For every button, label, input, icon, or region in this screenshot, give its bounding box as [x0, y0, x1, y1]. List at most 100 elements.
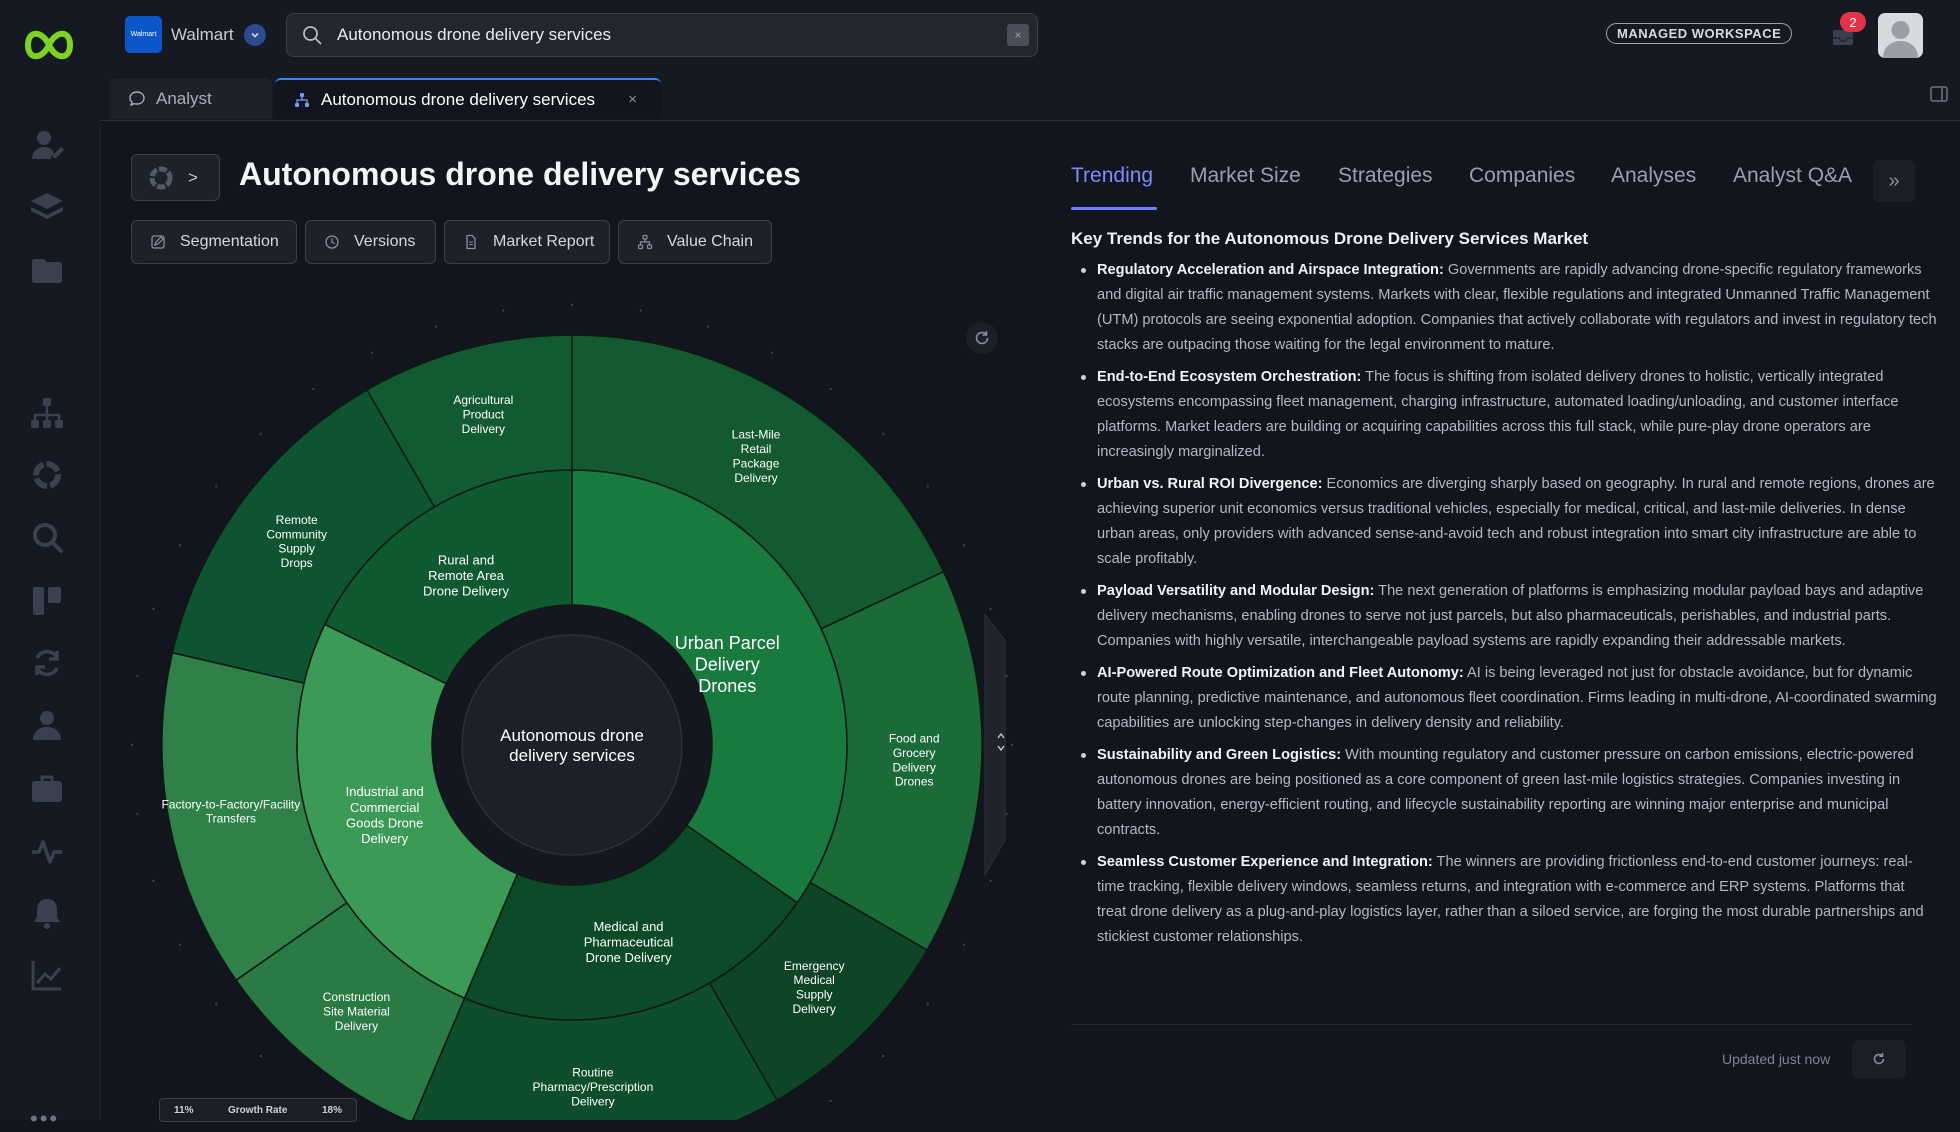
- more-icon[interactable]: •••: [30, 1106, 60, 1131]
- panel-toggle-icon[interactable]: [1930, 86, 1948, 102]
- divider: [1071, 1024, 1911, 1025]
- search-icon[interactable]: [26, 516, 68, 558]
- segment-label: Medical and Pharmaceutical Drone Delivery: [584, 919, 674, 965]
- legend-label: Growth Rate: [228, 1105, 288, 1116]
- trend-text: The next generation of platforms is emph…: [1097, 583, 1924, 649]
- segmentation-button[interactable]: Segmentation: [131, 220, 297, 264]
- subsegment-label: Remote Community Supply Drops: [266, 513, 327, 570]
- trending-chart-icon[interactable]: [26, 954, 68, 996]
- tab-market-size[interactable]: Market Size: [1190, 164, 1301, 187]
- decor-dot: [881, 1054, 885, 1058]
- segment-navigator[interactable]: >: [131, 154, 220, 201]
- briefcase-icon[interactable]: [26, 768, 68, 810]
- breadcrumb-separator: >: [188, 167, 198, 187]
- chevron-down-icon[interactable]: [243, 23, 266, 46]
- clear-search-button[interactable]: ×: [1007, 24, 1029, 46]
- decor-dot: [1005, 674, 1008, 678]
- hierarchy-icon[interactable]: [26, 392, 68, 434]
- donut-chart-icon[interactable]: [26, 454, 68, 496]
- decor-dot: [706, 325, 710, 328]
- org-logo: Walmart: [125, 16, 162, 53]
- tab-trending[interactable]: Trending: [1071, 164, 1154, 187]
- versions-button[interactable]: Versions: [305, 220, 436, 264]
- decor-dot: [1005, 812, 1008, 816]
- decor-dot: [770, 351, 773, 355]
- subsegment-label: Construction Site Material Delivery: [323, 990, 390, 1033]
- tab-label: Autonomous drone delivery services: [321, 89, 596, 109]
- close-tab-button[interactable]: ×: [628, 91, 637, 108]
- drill-handle[interactable]: [984, 613, 1006, 877]
- trend-text: The winners are providing frictionless e…: [1097, 854, 1924, 945]
- tab-strategies[interactable]: Strategies: [1338, 164, 1433, 187]
- board-icon[interactable]: [26, 580, 68, 622]
- page-title: Autonomous drone delivery services: [239, 156, 801, 192]
- notification-count-badge: 2: [1840, 12, 1866, 32]
- tab-companies[interactable]: Companies: [1469, 164, 1576, 187]
- org-switcher[interactable]: Walmart Walmart: [125, 16, 266, 53]
- app-logo[interactable]: [22, 22, 76, 68]
- sunburst-subsegment[interactable]: [365, 334, 573, 508]
- expand-arrows-icon: [997, 732, 1005, 752]
- user-edit-icon[interactable]: [26, 124, 68, 166]
- trend-title: Sustainability and Green Logistics:: [1097, 747, 1342, 763]
- decor-dot: [962, 544, 966, 547]
- org-name: Walmart: [171, 24, 234, 44]
- trend-title: AI-Powered Route Optimization and Fleet …: [1097, 665, 1464, 681]
- tab-analyses[interactable]: Analyses: [1611, 164, 1697, 187]
- more-tabs-button[interactable]: »: [1873, 160, 1915, 202]
- subsegment-label: Routine Pharmacy/Prescription Delivery: [533, 1066, 654, 1109]
- tab-analyst[interactable]: Analyst: [110, 78, 272, 119]
- refresh-icon: [975, 331, 989, 345]
- decor-dot: [371, 351, 374, 355]
- trends-heading: Key Trends for the Autonomous Drone Deli…: [1071, 229, 1589, 248]
- decor-dot: [570, 303, 574, 307]
- trends-list: Regulatory Acceleration and Airspace Int…: [1071, 258, 1937, 957]
- trend-item: Seamless Customer Experience and Integra…: [1081, 850, 1937, 950]
- insight-tabs: Trending Market Size Strategies Companie…: [1071, 160, 1920, 210]
- activity-icon[interactable]: [26, 830, 68, 872]
- layers-icon[interactable]: [26, 186, 68, 228]
- decor-dot: [639, 309, 643, 312]
- sunburst-subsegment[interactable]: [412, 982, 779, 1120]
- decor-dot: [434, 325, 438, 328]
- decor-dot: [178, 544, 182, 547]
- chat-icon: [129, 90, 145, 106]
- refresh-button[interactable]: [1852, 1040, 1906, 1078]
- document-icon: [466, 234, 476, 250]
- search-input[interactable]: [335, 22, 979, 48]
- value-chain-button[interactable]: Value Chain: [618, 220, 772, 264]
- decor-dot: [130, 743, 134, 747]
- sunburst-chart[interactable]: Autonomous drone delivery services Urban P…: [100, 280, 1040, 1120]
- trend-text: With mounting regulatory and customer pr…: [1097, 747, 1914, 838]
- market-report-button[interactable]: Market Report: [444, 220, 610, 264]
- reset-zoom-button[interactable]: [966, 322, 998, 354]
- bell-icon[interactable]: [26, 892, 68, 934]
- inbox-icon[interactable]: [1830, 22, 1856, 48]
- sunburst-center[interactable]: [461, 634, 683, 856]
- decor-dot: [989, 607, 992, 611]
- refresh-icon: [1873, 1053, 1885, 1065]
- decor-dot: [259, 1054, 263, 1058]
- trend-item: Urban vs. Rural ROI Divergence: Economic…: [1081, 472, 1937, 572]
- sync-icon[interactable]: [26, 642, 68, 684]
- sunburst-subsegment[interactable]: [571, 334, 945, 630]
- trend-text: AI is being leveraged not just for obsta…: [1097, 665, 1937, 731]
- trend-item: End-to-End Ecosystem Orchestration: The …: [1081, 365, 1937, 465]
- avatar[interactable]: [1878, 13, 1923, 58]
- folder-icon[interactable]: [26, 250, 68, 292]
- sunburst-svg[interactable]: Autonomous drone delivery services Urban P…: [100, 280, 1040, 1120]
- decor-dot: [136, 674, 139, 678]
- top-bar: Walmart Walmart × MANAGED WORKSPACE 2: [100, 0, 1960, 72]
- decor-dot: [152, 607, 155, 611]
- decor-dot: [989, 879, 992, 883]
- search-icon: [303, 26, 322, 45]
- trend-item: Sustainability and Green Logistics: With…: [1081, 743, 1937, 843]
- decor-dot: [136, 812, 139, 816]
- active-tab-indicator: [1071, 207, 1157, 210]
- tab-analyst-qa[interactable]: Analyst Q&A: [1733, 164, 1853, 187]
- history-icon: [325, 235, 339, 249]
- tab-autonomous-drone-delivery[interactable]: Autonomous drone delivery services ×: [275, 78, 661, 119]
- user-icon[interactable]: [26, 704, 68, 746]
- button-label: Segmentation: [180, 233, 279, 250]
- donut-chart-icon: [149, 166, 173, 189]
